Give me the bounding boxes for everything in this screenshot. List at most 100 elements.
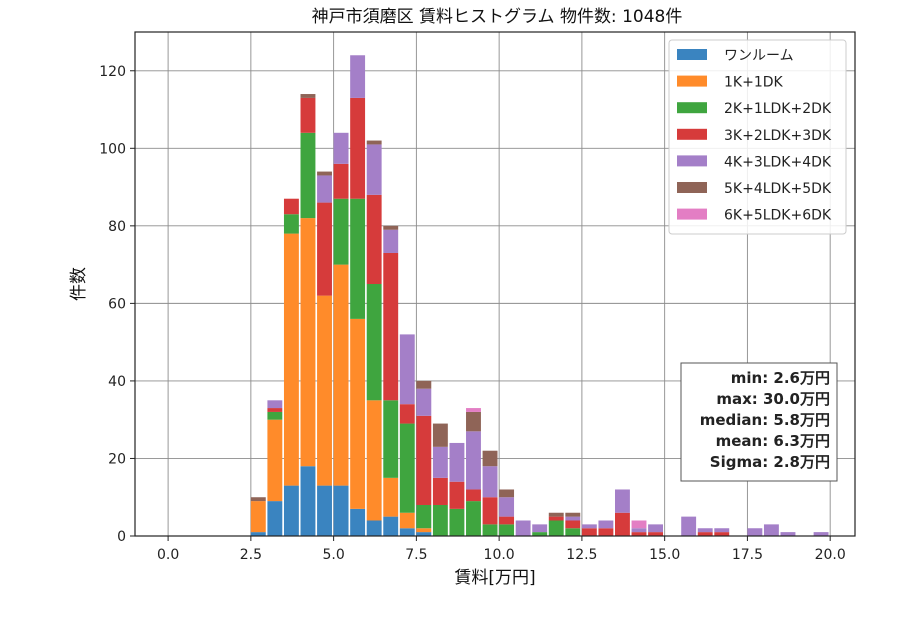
stats-frame	[680, 362, 838, 482]
histogram-bar	[250, 497, 266, 502]
x-tick-label: 7.5	[405, 547, 427, 563]
histogram-bar	[565, 516, 581, 521]
histogram-bar	[283, 214, 299, 234]
histogram-bar	[449, 481, 465, 509]
y-tick-label: 20	[108, 451, 126, 467]
histogram-bar	[598, 520, 614, 529]
histogram-bar	[283, 485, 299, 536]
y-tick-label: 0	[117, 529, 126, 545]
histogram-bar	[250, 501, 266, 533]
histogram-bar	[383, 477, 399, 517]
histogram-bar	[300, 218, 316, 467]
histogram-bar	[317, 485, 332, 536]
histogram-bar	[482, 466, 498, 498]
legend-entry: 3K+2LDK+3DK	[724, 128, 832, 144]
histogram-bar	[399, 404, 415, 424]
histogram-bar	[366, 194, 382, 284]
histogram-bar	[631, 520, 647, 529]
legend-swatch	[677, 49, 707, 60]
histogram-bar	[383, 252, 399, 401]
histogram-bar	[548, 516, 564, 521]
legend-entry: 2K+1LDK+2DK	[724, 101, 832, 117]
legend-entry: 1K+1DK	[724, 75, 784, 91]
stats-line: min: 2.6万円	[731, 369, 830, 387]
x-tick-label: 12.5	[566, 547, 597, 563]
histogram-bar	[350, 318, 366, 509]
x-tick-label: 15.0	[649, 547, 680, 563]
histogram-bar	[449, 508, 465, 536]
histogram-bar	[399, 512, 415, 529]
histogram-bar	[267, 400, 283, 409]
histogram-bar	[565, 520, 581, 529]
x-tick-label: 0.0	[157, 547, 179, 563]
histogram-bar	[317, 171, 332, 176]
histogram-bar	[333, 198, 349, 265]
histogram-bar	[648, 532, 663, 536]
histogram-bar	[747, 528, 763, 536]
histogram-bar	[366, 284, 382, 401]
histogram-bar	[300, 466, 316, 536]
histogram-bar	[499, 489, 515, 498]
y-axis-ticks: 0 20 40 60 80 100 120	[99, 64, 135, 545]
histogram-bar	[763, 524, 779, 536]
histogram-bar	[432, 504, 448, 536]
legend: ワンルーム 1K+1DK 2K+1LDK+2DK 3K+2LDK+3DK 4K+3LDK…	[668, 39, 847, 235]
stats-line: mean: 6.3万円	[716, 432, 830, 450]
y-tick-label: 60	[108, 296, 126, 312]
legend-entry: 6K+5LDK+6DK	[724, 208, 832, 224]
x-tick-label: 20.0	[815, 547, 846, 563]
histogram-bar	[466, 408, 481, 412]
histogram-bar	[482, 524, 498, 536]
histogram-bar	[697, 528, 713, 533]
stats-line: max: 30.0万円	[716, 390, 830, 408]
histogram-bar	[432, 423, 448, 447]
histogram-bar	[416, 380, 432, 389]
histogram-bar	[615, 489, 630, 513]
stats-line: median: 5.8万円	[700, 411, 830, 429]
legend-swatch	[677, 182, 707, 193]
histogram-bar	[416, 528, 432, 533]
y-tick-label: 100	[99, 141, 126, 157]
y-tick-label: 80	[108, 219, 126, 235]
histogram-bar	[300, 94, 316, 98]
histogram-bar	[648, 524, 663, 533]
legend-swatch	[677, 128, 707, 140]
histogram-bar	[399, 528, 415, 536]
histogram-bar	[333, 163, 349, 199]
histogram-bar	[631, 528, 647, 533]
histogram-bar	[317, 295, 332, 486]
histogram-bar	[466, 501, 481, 536]
histogram-bar	[366, 140, 382, 145]
histogram-bar	[399, 423, 415, 513]
histogram-bar	[598, 528, 614, 536]
histogram-bar	[813, 532, 829, 536]
histogram-bar	[499, 524, 515, 536]
legend-swatch	[677, 155, 707, 167]
histogram-bar	[482, 497, 498, 525]
legend-entry: 5K+4LDK+5DK	[724, 181, 832, 197]
x-tick-label: 2.5	[240, 547, 262, 563]
histogram-bar	[399, 334, 415, 405]
histogram-bar	[416, 532, 432, 536]
histogram-bar	[350, 508, 366, 536]
y-axis-label: 件数	[69, 267, 89, 301]
histogram-bar	[565, 512, 581, 517]
x-axis-ticks: 0.0 2.5 5.0 7.5 10.0 12.5 15.0 17.5 20.0	[157, 536, 846, 563]
legend-swatch	[677, 102, 707, 114]
histogram-bar	[267, 408, 283, 412]
histogram-bar	[366, 400, 382, 521]
histogram-bar	[350, 97, 366, 199]
histogram-bar	[383, 400, 399, 478]
histogram-bar	[267, 501, 283, 536]
histogram-bar	[366, 144, 382, 195]
histogram-bar	[581, 524, 597, 529]
histogram-bar	[532, 524, 548, 533]
x-axis-label: 賃料[万円]	[454, 568, 535, 588]
histogram-bar	[482, 450, 498, 467]
stats-line: Sigma: 2.8万円	[710, 453, 830, 471]
histogram-bar	[383, 229, 399, 253]
histogram-bar	[317, 175, 332, 203]
histogram-bar	[300, 132, 316, 219]
histogram-bar	[466, 431, 481, 490]
